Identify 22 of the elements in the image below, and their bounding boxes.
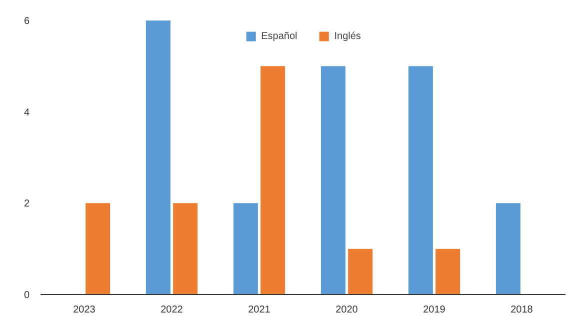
bar [233,203,258,294]
x-tick-label: 2023 [73,304,96,316]
y-tick-label: 4 [24,107,30,118]
y-tick-label: 6 [24,16,30,27]
y-tick-label: 0 [24,290,30,301]
bar [408,66,433,294]
bar [86,203,110,294]
bar [496,203,520,294]
x-tick-label: 2018 [510,304,534,316]
legend-label: Inglés [334,30,361,42]
x-tick-label: 2019 [423,304,446,316]
y-tick-label: 2 [24,198,30,210]
x-tick-label: 2021 [248,304,271,316]
legend-label: Español [261,30,298,42]
bar [173,203,198,294]
bar [348,248,373,294]
bar [260,66,286,294]
bar [146,20,170,294]
bar [436,248,460,294]
bar [320,66,346,294]
x-tick-label: 2022 [160,304,184,316]
x-tick-label: 2020 [336,304,358,316]
